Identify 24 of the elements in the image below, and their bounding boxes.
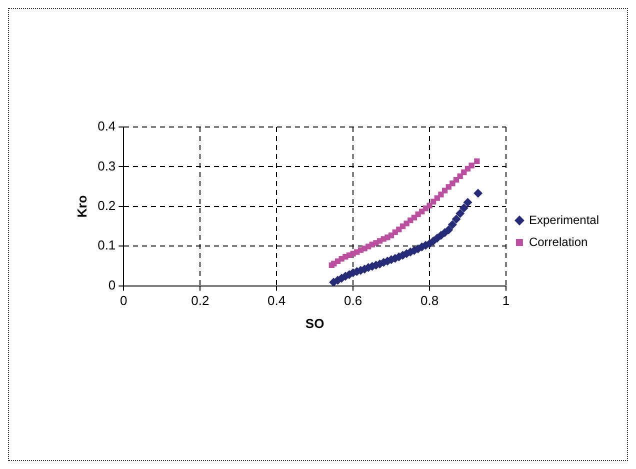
y-tick-label: 0.2 <box>98 198 116 213</box>
point <box>459 203 468 212</box>
y-tick-label: 0.4 <box>98 118 116 134</box>
point <box>456 209 465 218</box>
point <box>448 220 457 230</box>
x-axis-title: SO <box>305 316 324 331</box>
point <box>474 188 483 198</box>
y-tick-label: 0 <box>108 277 116 292</box>
point <box>474 158 480 164</box>
x-tick-label: 0.6 <box>344 293 362 308</box>
x-tick-label: 0.8 <box>420 293 439 308</box>
x-tick-label: 1 <box>502 293 510 308</box>
y-axis-title: Kro <box>74 195 90 218</box>
point <box>452 214 461 224</box>
legend-label: Experimental <box>528 212 599 227</box>
x-tick-label: 0.4 <box>268 293 286 308</box>
y-tick-label: 0.3 <box>98 158 116 174</box>
point <box>463 198 472 207</box>
x-tick-label: 0.2 <box>191 293 210 308</box>
point <box>468 162 474 168</box>
x-tick-label: 0 <box>120 293 128 308</box>
y-tick-label: 0.1 <box>98 238 116 253</box>
legend-label: Correlation <box>528 234 588 249</box>
point <box>444 225 454 234</box>
